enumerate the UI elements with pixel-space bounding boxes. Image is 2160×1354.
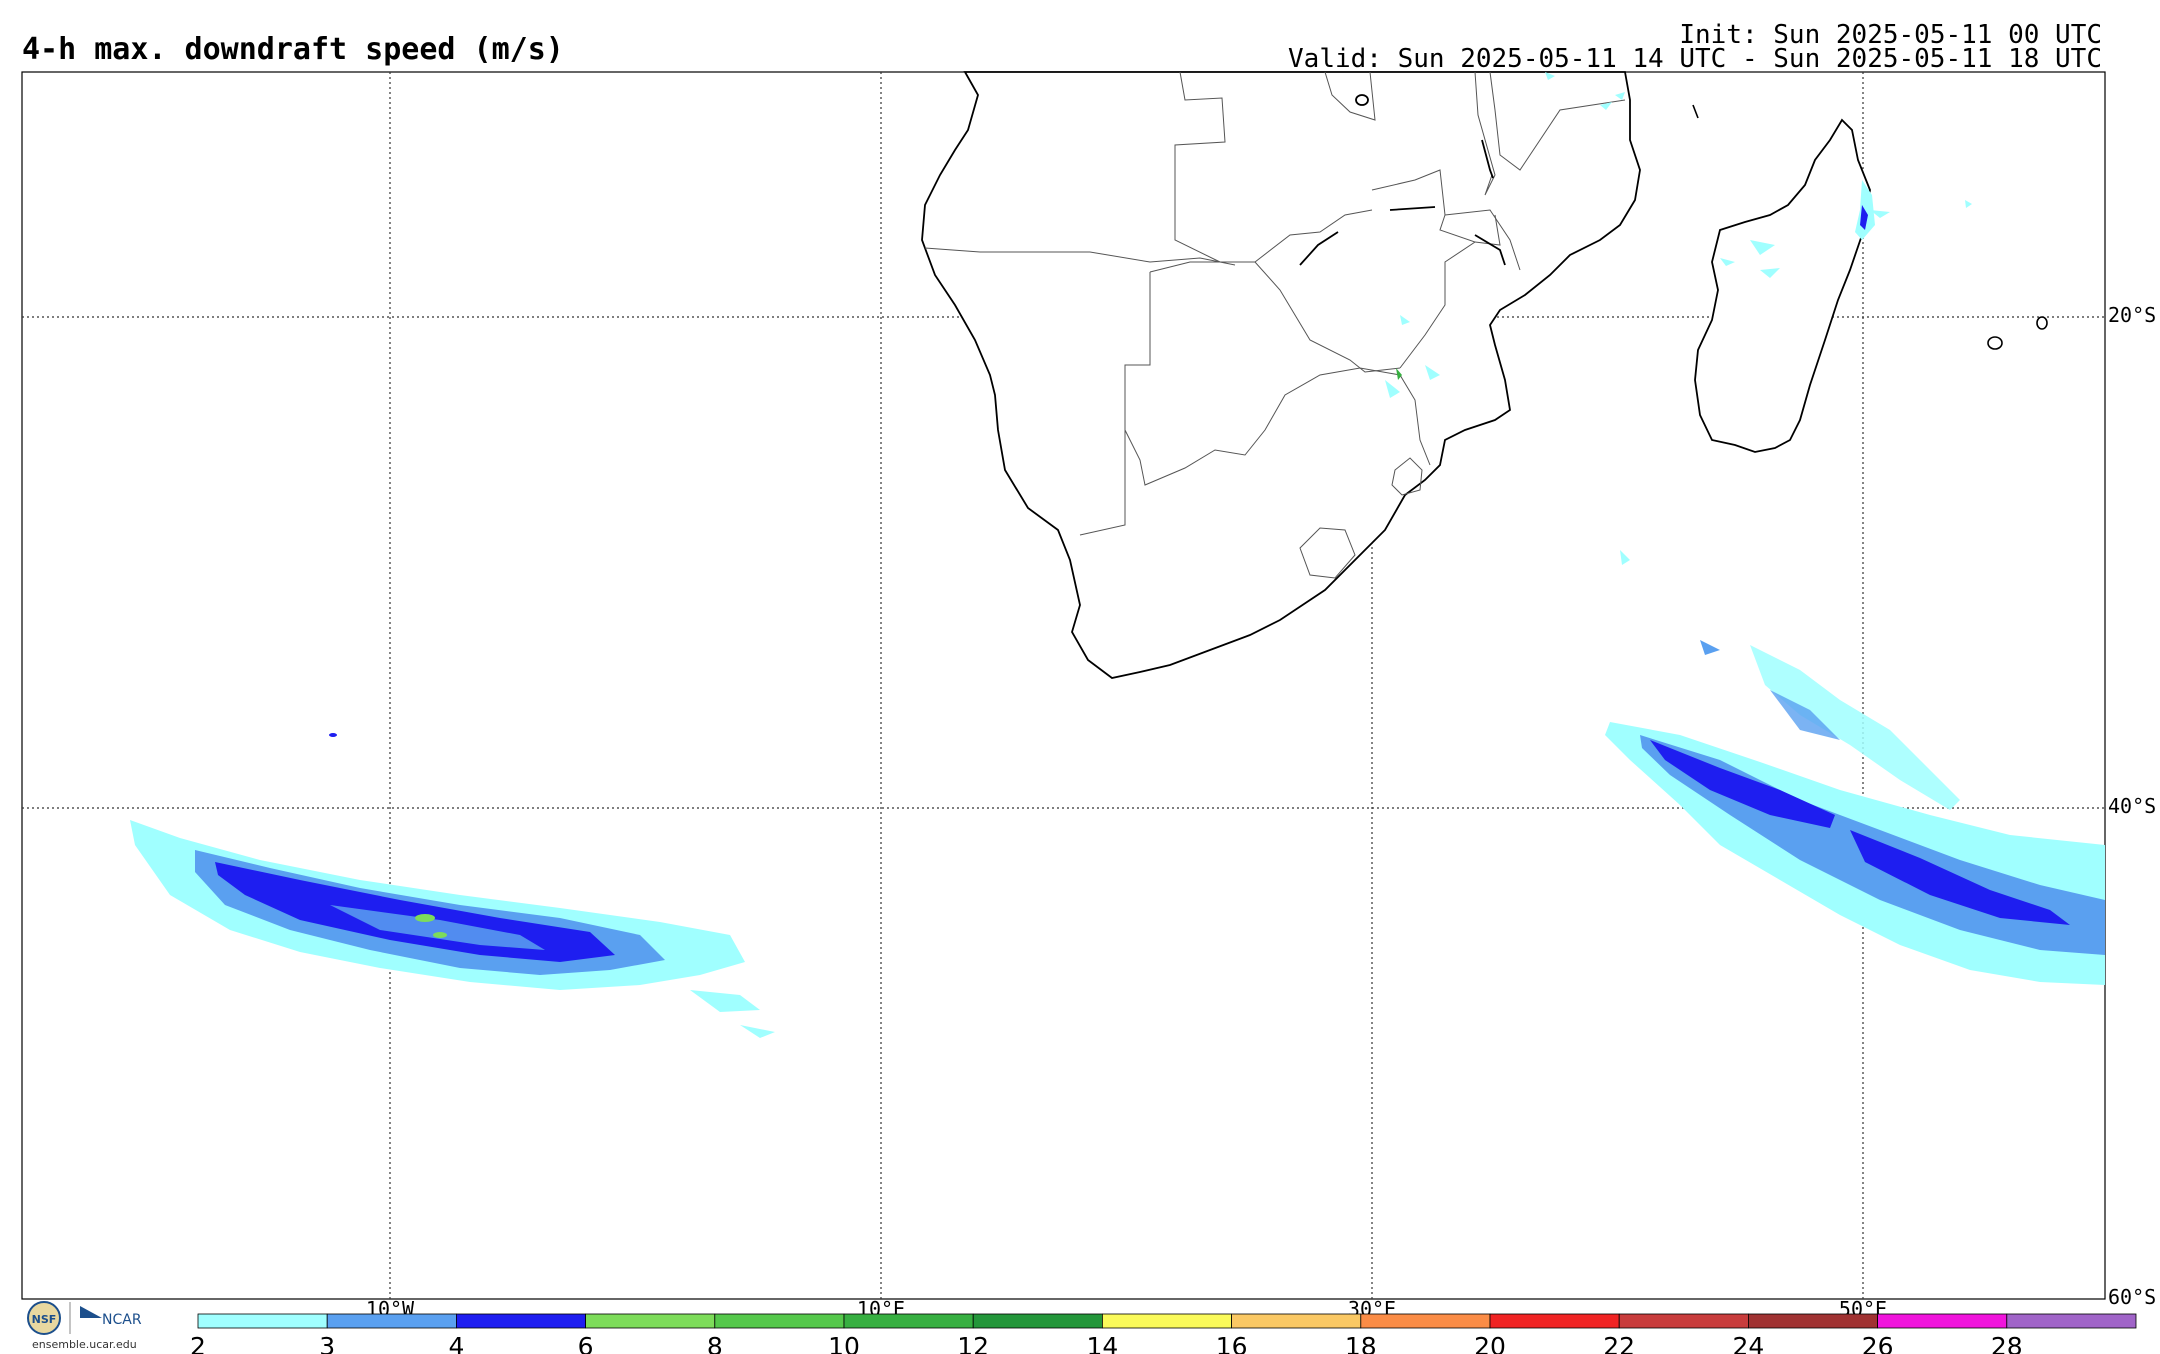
colorbar-swatch [972,1313,1103,1329]
colorbar-label: 2 [190,1332,206,1354]
nsf-logo-text: NSF [32,1313,57,1326]
colorbar-swatch [1877,1313,2008,1329]
colorbar-swatch [1360,1313,1491,1329]
colorbar-swatch [1231,1313,1362,1329]
colorbar-swatch [585,1313,716,1329]
lakes [1299,94,1506,266]
colorbar-label: 20 [1474,1332,1506,1354]
colorbar-swatch [714,1313,845,1329]
colorbar-swatch [1102,1313,1233,1329]
colorbar-swatch [1489,1313,1620,1329]
colorbar-swatch [326,1313,457,1329]
colorbar-swatch [197,1313,328,1329]
logo-graphics: NSF NCAR [27,1301,142,1335]
colorbar-swatch [1618,1313,1749,1329]
page-title: 4-h max. downdraft speed (m/s) [22,32,564,67]
colorbar: 2 3 4 6 8 10 12 14 16 18 20 22 24 26 28 [190,1313,2137,1354]
logo-url: ensemble.ucar.edu [32,1338,137,1351]
lesotho-border [1299,527,1356,579]
green-fleck [1396,368,1402,380]
ncar-logo-text: NCAR [102,1312,142,1328]
nsf-logo-icon [27,1301,61,1335]
colorbar-label: 24 [1732,1332,1764,1354]
eswatini-border [1391,457,1423,496]
colorbar-swatch [1748,1313,1879,1329]
colorbar-label: 14 [1086,1332,1118,1354]
init-time: Init: Sun 2025-05-11 00 UTC [1679,20,2102,50]
downdraft-scattered [1385,72,1972,398]
colorbar-swatch [843,1313,974,1329]
colorbar-label: 3 [319,1332,335,1354]
colorbar-label: 8 [707,1332,723,1354]
country-borders [924,71,1626,536]
lat-label-40s: 40°S [2108,794,2156,818]
madagascar-east-signal [1855,180,1875,240]
colorbar-label: 18 [1345,1332,1377,1354]
lat-label-20s: 20°S [2108,303,2156,327]
valid-time: Valid: Sun 2025-05-11 14 UTC - Sun 2025-… [1288,44,2102,74]
colorbar-label: 4 [448,1332,464,1354]
logos: NSF NCAR [22,1298,157,1354]
colorbar-label: 12 [957,1332,989,1354]
ncar-logo-icon [80,1306,102,1318]
colorbar-label: 10 [828,1332,860,1354]
downdraft-band-east [1605,550,2105,985]
colorbar-label: 6 [578,1332,594,1354]
colorbar-label: 16 [1216,1332,1248,1354]
lat-label-60s: 60°S [2108,1285,2156,1309]
coastline-africa [921,71,1641,679]
colorbar-label: 22 [1603,1332,1635,1354]
colorbar-label: 28 [1991,1332,2023,1354]
small-islands [1692,104,2048,350]
colorbar-swatch [2006,1313,2137,1329]
coastline-madagascar [1694,118,1871,453]
downdraft-band-west [130,733,775,1038]
colorbar-label: 26 [1862,1332,1894,1354]
colorbar-swatch [455,1313,586,1329]
